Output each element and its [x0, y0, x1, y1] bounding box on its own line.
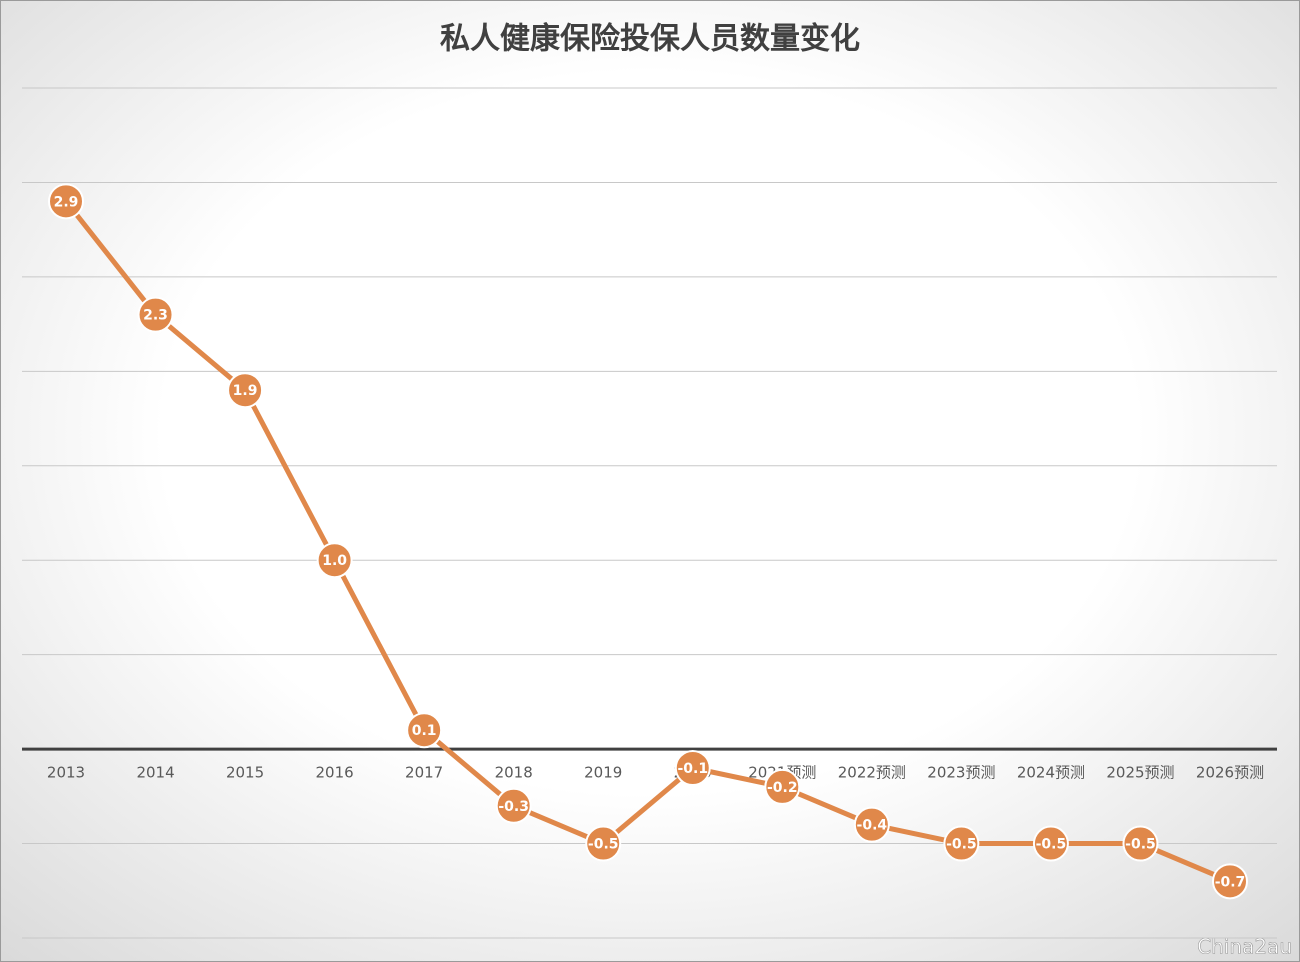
x-tick-label: 2025预测 — [1106, 764, 1174, 782]
data-point — [227, 372, 264, 409]
data-point — [853, 806, 890, 843]
x-tick-label: 2023预测 — [927, 764, 995, 782]
x-tick-label: 2026预测 — [1196, 764, 1264, 782]
data-label: -0.1 — [677, 761, 708, 777]
data-label: -0.4 — [857, 818, 888, 834]
data-point — [585, 825, 622, 862]
data-point — [316, 542, 353, 579]
data-label: 1.9 — [233, 383, 258, 399]
data-label: 2.3 — [143, 308, 168, 324]
x-tick-label: 2013 — [47, 764, 85, 782]
data-label: -0.7 — [1215, 874, 1246, 890]
data-point — [764, 768, 801, 805]
x-tick-label: 2019 — [584, 764, 622, 782]
x-tick-label: 2017 — [405, 764, 443, 782]
x-tick-label: 2014 — [136, 764, 174, 782]
data-point — [495, 787, 532, 824]
x-tick-label: 2015 — [226, 764, 264, 782]
data-label: 1.0 — [322, 553, 347, 569]
data-label: 0.1 — [412, 723, 437, 739]
x-tick-label: 2024预测 — [1017, 764, 1085, 782]
data-label: 2.9 — [54, 194, 79, 210]
data-point — [48, 183, 84, 220]
data-point — [137, 296, 174, 333]
chart-title: 私人健康保险投保人员数量变化 — [440, 22, 860, 57]
data-label: -0.2 — [767, 780, 798, 796]
x-tick-label: 2022预测 — [838, 764, 906, 782]
data-label: -0.5 — [588, 837, 619, 853]
data-point — [1122, 825, 1159, 862]
data-label: -0.5 — [1036, 837, 1067, 853]
data-point — [1212, 863, 1248, 900]
data-point — [406, 712, 443, 749]
data-label: -0.5 — [946, 837, 977, 853]
data-point — [674, 750, 711, 786]
data-label: -0.5 — [1125, 837, 1156, 853]
data-point — [943, 825, 980, 862]
x-tick-label: 2016 — [316, 764, 354, 782]
data-point — [1032, 825, 1069, 862]
x-tick-label: 2018 — [495, 764, 533, 782]
data-label: -0.3 — [498, 799, 529, 815]
